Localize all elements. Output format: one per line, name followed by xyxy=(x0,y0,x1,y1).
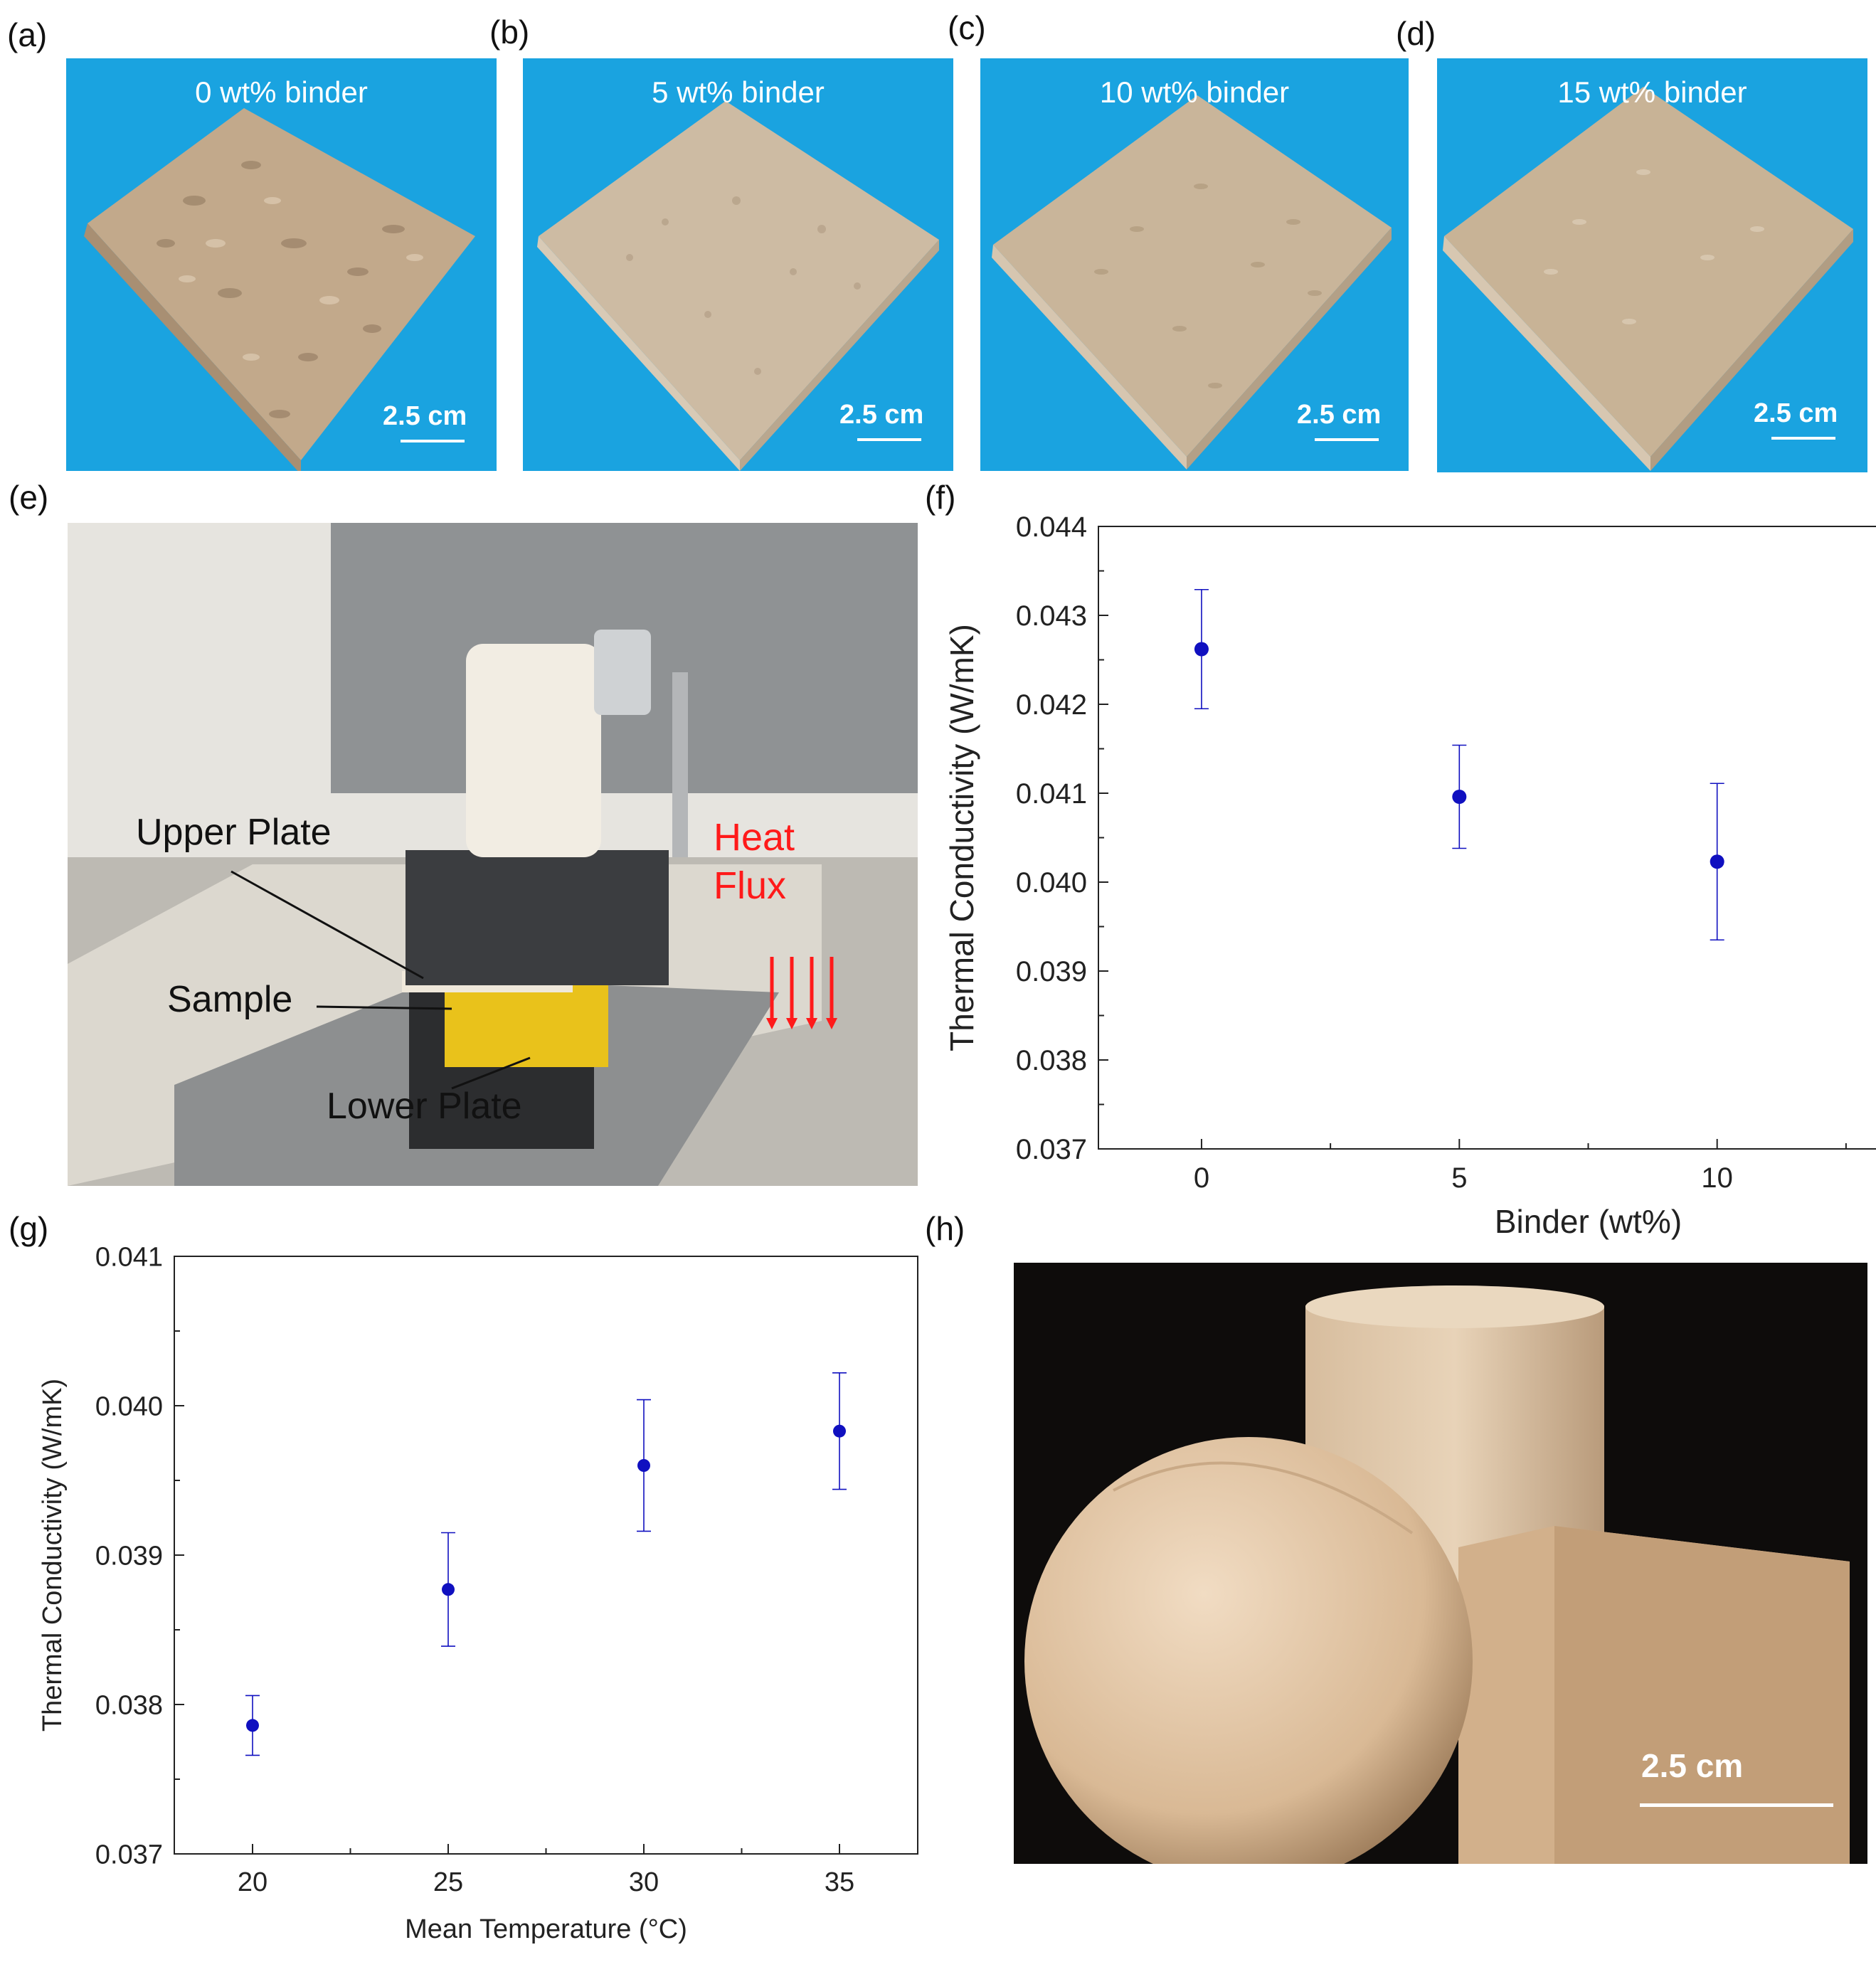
scale-bar-d xyxy=(1771,437,1835,440)
photo-test-apparatus: Upper Plate Sample Lower Plate Heat Flux xyxy=(68,523,918,1186)
panel-label-a: (a) xyxy=(7,16,48,53)
y-tick-label: 0.040 xyxy=(95,1391,163,1421)
sample-slab-0wt xyxy=(84,108,475,471)
label-upper-plate: Upper Plate xyxy=(136,812,332,853)
sample-slab-5wt xyxy=(537,101,939,471)
data-point xyxy=(637,1459,650,1472)
panel-label-f: (f) xyxy=(925,479,956,516)
photo-15wt-sample: 15 wt% binder 2.5 cm xyxy=(1437,58,1867,472)
y-tick-label: 0.041 xyxy=(95,1242,163,1272)
scale-bar-b xyxy=(857,438,921,441)
scale-label-d: 2.5 cm xyxy=(1754,398,1838,428)
x-tick-label: 20 xyxy=(238,1867,267,1897)
caption-0wt: 0 wt% binder xyxy=(195,75,368,109)
data-point xyxy=(246,1719,259,1732)
scale-label-b: 2.5 cm xyxy=(839,400,924,430)
heat-flux-line2: Flux xyxy=(714,864,787,907)
y-tick-label: 0.044 xyxy=(1016,511,1087,543)
caption-5wt: 5 wt% binder xyxy=(652,75,825,109)
panel-label-e: (e) xyxy=(9,479,49,516)
scale-bar-a xyxy=(401,440,465,442)
panel-label-d: (d) xyxy=(1396,15,1436,52)
y-axis-label: Thermal Conductivity (W/mK) xyxy=(943,624,980,1051)
caption-15wt: 15 wt% binder xyxy=(1557,75,1747,109)
caption-10wt: 10 wt% binder xyxy=(1099,75,1290,109)
chart-temperature-svg: 0.037 0.038 0.039 0.040 0.041 20 25 30 35 Mean Te… xyxy=(38,1242,918,1944)
chart-temperature: 0.037 0.038 0.039 0.040 0.041 20 25 30 35 Mean Te… xyxy=(0,1238,939,1963)
data-point xyxy=(1452,790,1467,804)
scale-label-c: 2.5 cm xyxy=(1297,400,1382,430)
shaped-samples-illustration xyxy=(1024,1285,1850,1864)
y-tick-label: 0.039 xyxy=(1016,956,1087,987)
panel-label-g: (g) xyxy=(9,1210,49,1247)
label-sample: Sample xyxy=(167,979,293,1020)
data-point xyxy=(1710,854,1724,869)
photo-10wt-sample: 10 wt% binder 2.5 cm xyxy=(980,58,1409,471)
photo-shaped-samples: 2.5 cm xyxy=(1014,1263,1867,1864)
photo-0wt-sample: 0 wt% binder 2.5 cm xyxy=(66,58,497,471)
plot-frame xyxy=(1098,526,1876,1150)
y-tick-label: 0.037 xyxy=(1016,1134,1087,1165)
x-tick-label: 10 xyxy=(1701,1162,1733,1194)
chart-binder-svg: 0.037 0.038 0.039 0.040 0.041 0.042 0.043 0.044… xyxy=(943,511,1876,1240)
scale-bar-h xyxy=(1640,1803,1833,1807)
y-tick-label: 0.043 xyxy=(1016,600,1087,632)
y-axis-label: Thermal Conductivity (W/mK) xyxy=(38,1379,68,1732)
y-tick-label: 0.039 xyxy=(95,1541,163,1571)
y-tick-label: 0.038 xyxy=(95,1690,163,1720)
scale-label-a: 2.5 cm xyxy=(383,401,467,431)
apparatus-illustration xyxy=(68,523,918,1186)
x-tick-label: 0 xyxy=(1194,1162,1209,1194)
y-tick-label: 0.041 xyxy=(1016,778,1087,810)
scale-bar-c xyxy=(1315,438,1379,441)
plot-frame xyxy=(174,1256,918,1855)
y-tick-label: 0.042 xyxy=(1016,689,1087,721)
sample-slab-15wt xyxy=(1443,87,1853,471)
x-tick-label: 25 xyxy=(433,1867,463,1897)
heat-flux-line1: Heat xyxy=(714,816,795,859)
chart-binder: 0.037 0.038 0.039 0.040 0.041 0.042 0.043 0.044… xyxy=(925,498,1876,1259)
x-axis-label: Mean Temperature (°C) xyxy=(405,1914,687,1944)
scale-label-h: 2.5 cm xyxy=(1641,1747,1744,1784)
data-point xyxy=(1194,642,1209,657)
label-lower-plate: Lower Plate xyxy=(327,1086,522,1127)
sample-slab-10wt xyxy=(992,95,1392,470)
x-tick-label: 5 xyxy=(1451,1162,1467,1194)
y-tick-label: 0.038 xyxy=(1016,1045,1087,1076)
label-heat-flux: Heat Flux xyxy=(714,813,795,910)
y-tick-label: 0.040 xyxy=(1016,867,1087,898)
panel-label-c: (c) xyxy=(948,9,986,46)
data-point xyxy=(833,1424,846,1438)
x-tick-label: 35 xyxy=(825,1867,854,1897)
y-tick-label: 0.037 xyxy=(95,1840,163,1870)
panel-label-b: (b) xyxy=(489,14,530,51)
data-point xyxy=(442,1583,455,1596)
photo-5wt-sample: 5 wt% binder 2.5 cm xyxy=(523,58,953,471)
panel-label-h: (h) xyxy=(925,1210,965,1247)
x-tick-label: 30 xyxy=(629,1867,659,1897)
x-axis-label: Binder (wt%) xyxy=(1495,1203,1682,1240)
